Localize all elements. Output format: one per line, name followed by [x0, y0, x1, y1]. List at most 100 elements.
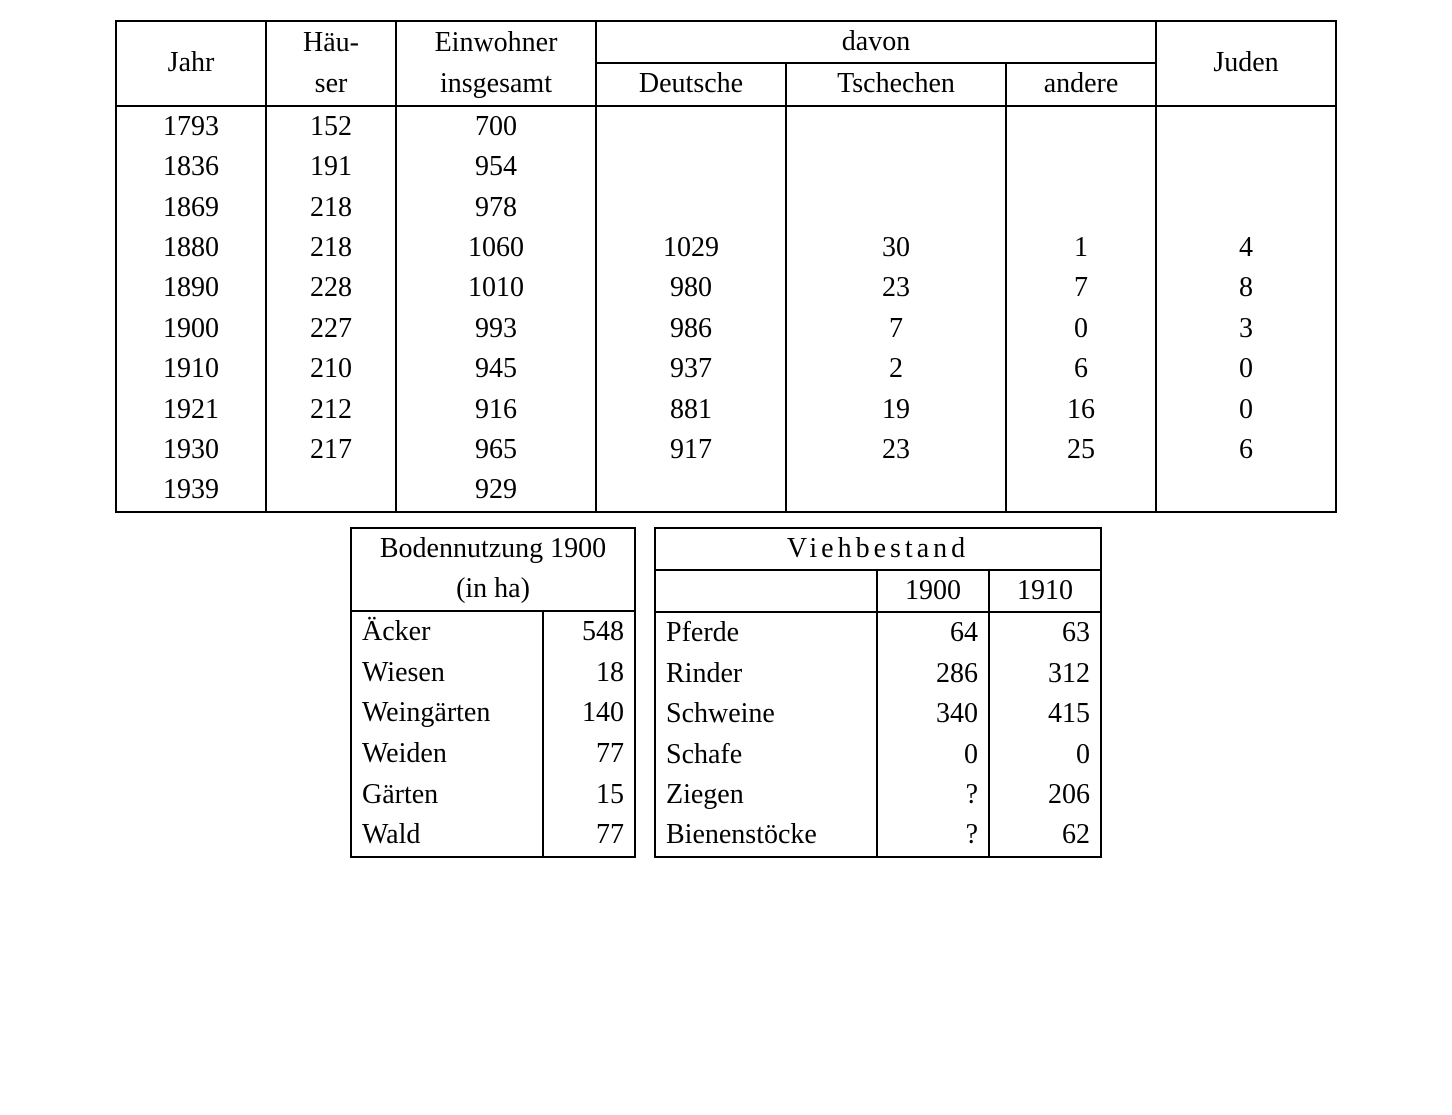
cell-jahr: 1939	[116, 470, 266, 511]
landuse-label: Weiden	[351, 734, 543, 775]
cell-tsch: 7	[786, 309, 1006, 349]
cell-and	[1006, 470, 1156, 511]
cell-jud: 6	[1156, 430, 1336, 470]
livestock-value-1900: 286	[877, 654, 989, 694]
col-header-haeuser-line1: Häu-	[266, 21, 396, 63]
cell-jud: 0	[1156, 390, 1336, 430]
cell-tsch	[786, 470, 1006, 511]
livestock-year2: 1910	[989, 570, 1101, 612]
landuse-value: 15	[543, 774, 635, 815]
livestock-blank-header	[655, 570, 877, 612]
col-header-tschechen: Tschechen	[786, 63, 1006, 105]
livestock-label: Rinder	[655, 654, 877, 694]
livestock-label: Ziegen	[655, 775, 877, 815]
landuse-title-line2: (in ha)	[351, 569, 635, 611]
col-header-deutsche: Deutsche	[596, 63, 786, 105]
cell-einw: 1060	[396, 228, 596, 268]
cell-haus: 218	[266, 228, 396, 268]
population-table: Jahr Häu- Einwohner davon Juden ser insg…	[115, 20, 1337, 513]
table-row: Äcker 548	[351, 611, 635, 653]
cell-deut: 980	[596, 268, 786, 308]
table-row: 1793 152 700	[116, 106, 1336, 147]
livestock-value-1900: ?	[877, 815, 989, 856]
livestock-table: Viehbestand 1900 1910 Pferde 64 63 Rinde…	[654, 527, 1102, 858]
landuse-value: 77	[543, 734, 635, 775]
landuse-value: 18	[543, 653, 635, 694]
cell-haus: 210	[266, 349, 396, 389]
cell-einw: 978	[396, 188, 596, 228]
livestock-label: Schafe	[655, 735, 877, 775]
livestock-value-1910: 62	[989, 815, 1101, 856]
livestock-label: Bienenstöcke	[655, 815, 877, 856]
landuse-label: Weingärten	[351, 693, 543, 734]
cell-tsch: 2	[786, 349, 1006, 389]
cell-jud	[1156, 470, 1336, 511]
cell-einw: 954	[396, 147, 596, 187]
landuse-title-line1: Bodennutzung 1900	[351, 528, 635, 570]
table-row: Bienenstöcke ? 62	[655, 815, 1101, 856]
landuse-table: Bodennutzung 1900 (in ha) Äcker 548 Wies…	[350, 527, 636, 858]
livestock-label: Pferde	[655, 612, 877, 653]
livestock-label: Schweine	[655, 694, 877, 734]
cell-tsch: 30	[786, 228, 1006, 268]
cell-deut	[596, 147, 786, 187]
cell-deut: 881	[596, 390, 786, 430]
livestock-value-1910: 312	[989, 654, 1101, 694]
table-row: 1910 210 945 937 2 6 0	[116, 349, 1336, 389]
table-row: 1939 929	[116, 470, 1336, 511]
cell-tsch	[786, 188, 1006, 228]
cell-and: 1	[1006, 228, 1156, 268]
cell-deut	[596, 106, 786, 147]
cell-deut: 986	[596, 309, 786, 349]
cell-haus	[266, 470, 396, 511]
landuse-label: Wiesen	[351, 653, 543, 694]
cell-jahr: 1921	[116, 390, 266, 430]
cell-and: 25	[1006, 430, 1156, 470]
cell-tsch: 19	[786, 390, 1006, 430]
livestock-value-1910: 415	[989, 694, 1101, 734]
table-row: Rinder 286 312	[655, 654, 1101, 694]
col-header-andere: andere	[1006, 63, 1156, 105]
cell-jud	[1156, 147, 1336, 187]
cell-jud	[1156, 188, 1336, 228]
cell-einw: 945	[396, 349, 596, 389]
cell-einw: 929	[396, 470, 596, 511]
cell-and: 0	[1006, 309, 1156, 349]
livestock-value-1910: 63	[989, 612, 1101, 653]
cell-haus: 218	[266, 188, 396, 228]
livestock-year1: 1900	[877, 570, 989, 612]
table-row: 1900 227 993 986 7 0 3	[116, 309, 1336, 349]
livestock-value-1900: ?	[877, 775, 989, 815]
table-row: Gärten 15	[351, 774, 635, 815]
livestock-value-1900: 64	[877, 612, 989, 653]
cell-jud: 3	[1156, 309, 1336, 349]
cell-and: 16	[1006, 390, 1156, 430]
landuse-label: Wald	[351, 815, 543, 857]
table-row: Pferde 64 63	[655, 612, 1101, 653]
cell-deut: 937	[596, 349, 786, 389]
livestock-value-1900: 340	[877, 694, 989, 734]
table-row: Wiesen 18	[351, 653, 635, 694]
table-row: 1869 218 978	[116, 188, 1336, 228]
table-row: Schweine 340 415	[655, 694, 1101, 734]
cell-haus: 152	[266, 106, 396, 147]
cell-haus: 191	[266, 147, 396, 187]
col-header-jahr: Jahr	[116, 21, 266, 106]
table-row: Weingärten 140	[351, 693, 635, 734]
livestock-value-1910: 206	[989, 775, 1101, 815]
cell-tsch: 23	[786, 430, 1006, 470]
col-header-davon: davon	[596, 21, 1156, 63]
landuse-label: Äcker	[351, 611, 543, 653]
landuse-label: Gärten	[351, 774, 543, 815]
table-row: Wald 77	[351, 815, 635, 857]
cell-jahr: 1910	[116, 349, 266, 389]
cell-and: 6	[1006, 349, 1156, 389]
col-header-einwohner-line1: Einwohner	[396, 21, 596, 63]
cell-jud	[1156, 106, 1336, 147]
cell-jud: 4	[1156, 228, 1336, 268]
landuse-value: 77	[543, 815, 635, 857]
cell-and	[1006, 106, 1156, 147]
cell-deut	[596, 470, 786, 511]
cell-einw: 965	[396, 430, 596, 470]
cell-jahr: 1836	[116, 147, 266, 187]
